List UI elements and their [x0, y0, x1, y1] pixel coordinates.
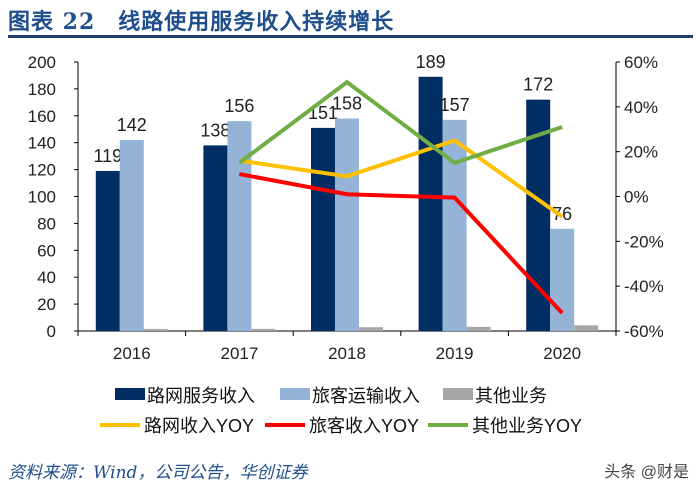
watermark: 头条 @财是 [604, 464, 689, 481]
bar-1 [418, 76, 443, 331]
right-tick-label: 20% [624, 143, 658, 162]
right-tick-label: 40% [624, 98, 658, 117]
bar-2 [550, 228, 575, 331]
bar-2 [227, 121, 252, 332]
legend-label: 其他业务 [475, 386, 547, 406]
legend-label: 旅客收入YOY [309, 416, 419, 436]
bar-3 [466, 326, 491, 331]
left-tick-label: 120 [28, 161, 56, 180]
bar-data-label: 189 [416, 52, 446, 72]
left-tick-label: 180 [28, 80, 56, 99]
bar-data-label: 158 [332, 93, 362, 113]
right-tick-label: -40% [624, 277, 664, 296]
bar-data-label: 119 [93, 146, 122, 166]
right-tick-label: -20% [624, 232, 664, 251]
left-tick-label: 100 [28, 188, 56, 207]
title-divider [8, 35, 693, 38]
bar-1 [311, 127, 335, 331]
bar-1 [95, 170, 120, 331]
bar-data-label: 172 [523, 75, 553, 95]
left-tick-label: 60 [37, 241, 56, 260]
bar-data-label: 157 [440, 95, 470, 115]
left-tick-label: 40 [37, 268, 56, 287]
legend-label: 旅客运输收入 [312, 386, 420, 406]
legend-label: 其他业务YOY [472, 416, 582, 436]
x-tick-label: 2018 [328, 344, 366, 363]
x-tick-label: 2019 [436, 344, 474, 363]
x-tick-label: 2016 [113, 344, 151, 363]
bar-2 [335, 118, 359, 332]
legend-swatch [115, 388, 145, 400]
bar-data-label: 76 [552, 204, 572, 224]
left-tick-label: 140 [28, 134, 56, 153]
bar-3 [251, 328, 276, 331]
right-tick-label: -60% [624, 322, 664, 341]
source-note: 资料来源：Wind，公司公告，华创证券 [8, 463, 308, 483]
chart-title: 图表 22 线路使用服务收入持续增长 [8, 9, 395, 35]
bar-data-label: 142 [117, 115, 147, 135]
line-series-1 [239, 138, 564, 219]
legend-swatch [280, 388, 310, 400]
left-tick-label: 200 [28, 53, 56, 72]
legend-label: 路网收入YOY [144, 416, 254, 436]
left-tick-label: 160 [28, 107, 56, 126]
bar-1 [203, 145, 228, 331]
right-tick-label: 0% [624, 188, 649, 207]
bar-3 [143, 328, 168, 331]
left-tick-label: 0 [47, 322, 56, 341]
line-series-3 [238, 79, 563, 166]
left-tick-label: 80 [37, 214, 56, 233]
right-tick-label: 60% [624, 53, 658, 72]
left-tick-label: 20 [37, 295, 56, 314]
legend-label: 路网服务收入 [147, 386, 255, 406]
bar-data-label: 138 [200, 120, 230, 140]
bar-3 [574, 325, 599, 331]
line-series-2 [239, 172, 564, 315]
x-tick-label: 2020 [543, 344, 581, 363]
bar-2 [442, 119, 467, 332]
legend-swatch [443, 388, 473, 400]
x-tick-label: 2017 [220, 344, 258, 363]
bar-2 [119, 140, 144, 331]
bar-data-label: 156 [224, 96, 254, 116]
bar-3 [359, 327, 383, 331]
